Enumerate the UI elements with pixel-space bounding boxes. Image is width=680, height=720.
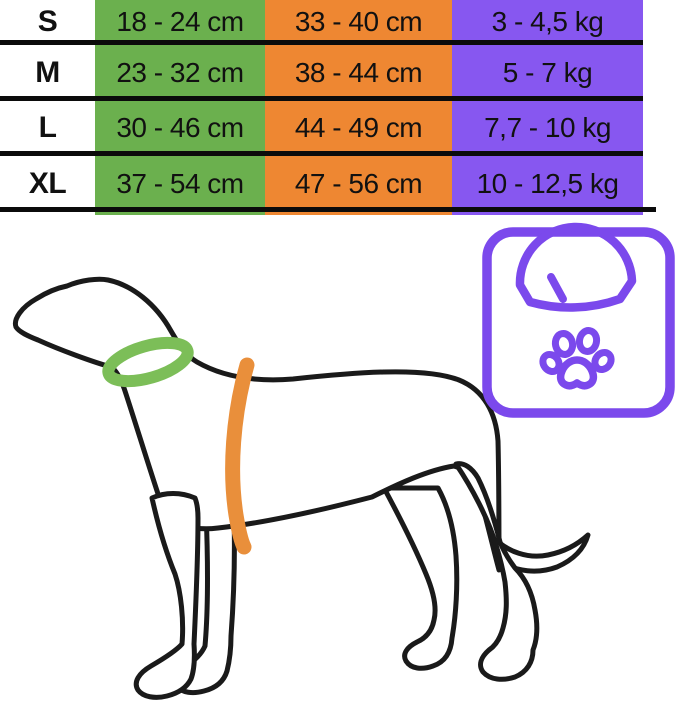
size-table: S 18 - 24 cm 33 - 40 cm 3 - 4,5 kg M 23 … [0,0,680,216]
dog-far-rear-leg [381,485,460,671]
chest-range-cell: 38 - 44 cm [294,56,423,88]
table-row-m: M 23 - 32 cm 38 - 44 cm 5 - 7 kg [0,45,680,96]
chest-range-cell: 47 - 56 cm [294,167,423,199]
neck-range-cell: 23 - 32 cm [116,56,244,88]
chest-strap-highlight [225,357,255,555]
row-separator-line [0,207,656,212]
size-label: S [37,5,58,38]
chest-range-cell: 44 - 49 cm [294,112,423,143]
table-row-xl: XL 37 - 54 cm 47 - 56 cm 10 - 12,5 kg [0,156,680,207]
neck-range-cell: 37 - 54 cm [116,167,244,199]
paw-print-icon [539,327,615,390]
weight-range-cell: 3 - 4,5 kg [491,6,604,37]
neck-range-cell: 18 - 24 cm [116,6,244,37]
dog-far-front-leg [172,507,237,696]
size-label: XL [28,166,67,200]
weight-scale-gauge-icon [515,222,637,312]
row-separator-line [0,96,643,101]
chest-range-cell: 33 - 40 cm [294,6,423,37]
size-label: M [35,55,60,89]
size-label: L [38,111,57,144]
weight-range-cell: 5 - 7 kg [502,56,593,88]
table-row-s: S 18 - 24 cm 33 - 40 cm 3 - 4,5 kg [0,0,680,40]
table-row-l: L 30 - 46 cm 44 - 49 cm 7,7 - 10 kg [0,101,680,151]
chest-column-band [265,0,452,215]
neck-collar-highlight [102,336,194,388]
dog-tail [491,532,591,574]
weight-range-cell: 7,7 - 10 kg [484,112,611,143]
weight-range-cell: 10 - 12,5 kg [476,167,619,199]
dog-near-front-leg [133,491,201,700]
row-separator-line [0,151,643,156]
dog-illustration [12,222,675,700]
neck-column-band [95,0,265,215]
dog-near-rear-leg [453,461,540,682]
row-separator-line [0,40,643,45]
weight-column-band [452,0,643,215]
weight-icon-card [482,227,675,418]
neck-range-cell: 30 - 46 cm [116,112,244,143]
